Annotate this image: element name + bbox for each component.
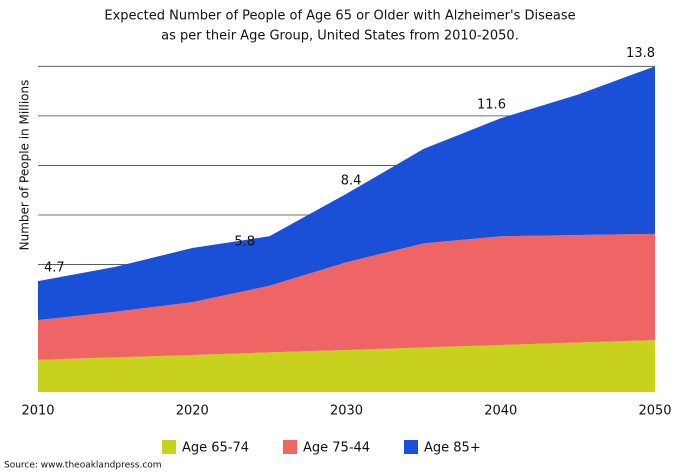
area	[38, 340, 655, 392]
x-tick-label: 2020	[176, 404, 209, 419]
x-tick-label: 2040	[484, 404, 517, 419]
area	[38, 233, 655, 360]
x-tick-label: 2050	[638, 404, 671, 419]
x-tick-label: 2030	[330, 404, 363, 419]
chart-title: as per their Age Group, United States fr…	[161, 29, 519, 44]
annotation: 5.8	[234, 235, 255, 250]
legend-swatch	[404, 440, 418, 454]
legend-swatch	[162, 440, 176, 454]
annotation: 13.8	[626, 46, 655, 61]
legend-label: Age 85+	[424, 441, 481, 456]
annotation: 8.4	[341, 173, 362, 188]
y-axis-label: Number of People in Millions	[18, 80, 32, 251]
legend-swatch	[283, 440, 297, 454]
legend-label: Age 75-44	[303, 441, 370, 456]
annotation: 11.6	[477, 98, 506, 113]
legend-label: Age 65-74	[182, 441, 249, 456]
x-tick-label: 2010	[21, 404, 54, 419]
annotation: 4.7	[44, 261, 65, 276]
area	[38, 66, 655, 321]
chart-title: Expected Number of People of Age 65 or O…	[104, 9, 575, 24]
source: Source: www.theoaklandpress.com	[4, 461, 162, 471]
